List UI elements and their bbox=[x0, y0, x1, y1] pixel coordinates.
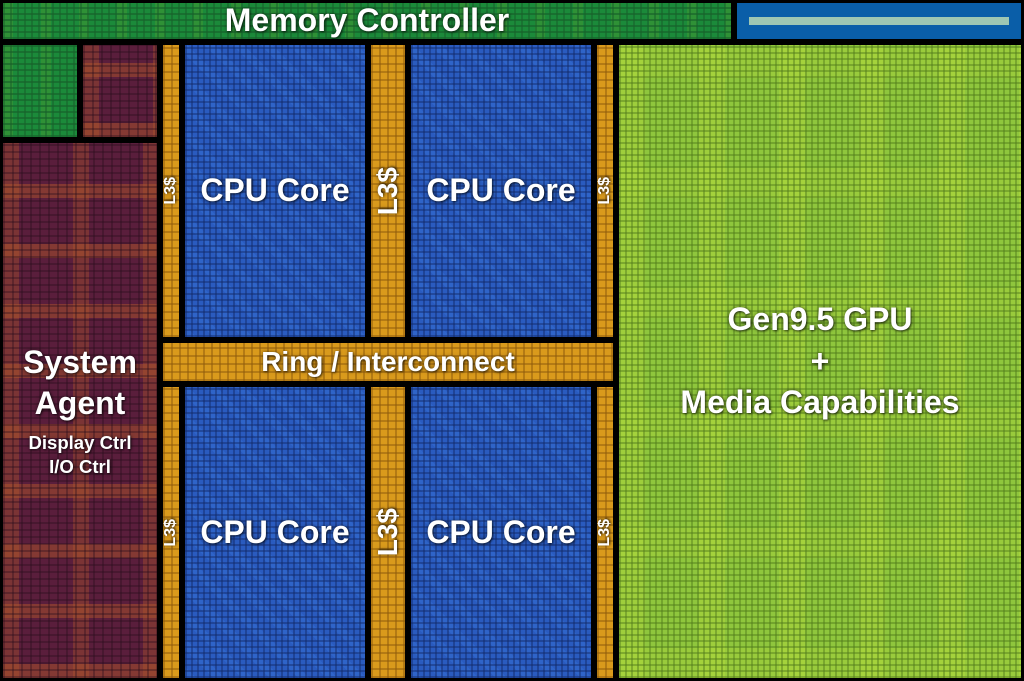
memory-controller-block: Memory Controller bbox=[0, 0, 734, 42]
l3-cache-left-top: L3$ bbox=[160, 42, 182, 340]
l3-cache-right-bot: L3$ bbox=[594, 384, 616, 681]
cpu-core-top-left: CPU Core bbox=[182, 42, 368, 340]
l3-cache-label: L3$ bbox=[595, 519, 616, 547]
system-agent-label: System Agent Display CtrlI/O Ctrl bbox=[3, 342, 157, 479]
l3-cache-label: L3$ bbox=[595, 177, 616, 205]
circuit-texture bbox=[3, 45, 77, 137]
cpu-core-label: CPU Core bbox=[426, 512, 575, 554]
cpu-core-label: CPU Core bbox=[200, 512, 349, 554]
memctrl-extension-block bbox=[0, 42, 80, 140]
system-agent-secondary-label: Display CtrlI/O Ctrl bbox=[3, 431, 157, 479]
cpu-core-bottom-left: CPU Core bbox=[182, 384, 368, 681]
l3-cache-label: L3$ bbox=[370, 167, 406, 215]
l3-cache-mid-bot: L3$ bbox=[368, 384, 408, 681]
ring-interconnect-block: Ring / Interconnect bbox=[160, 340, 616, 384]
gpu-label: Gen9.5 GPU+Media Capabilities bbox=[680, 299, 959, 424]
l3-cache-label: L3$ bbox=[161, 519, 182, 547]
memory-controller-label: Memory Controller bbox=[225, 0, 509, 42]
l3-cache-left-bot: L3$ bbox=[160, 384, 182, 681]
l3-cache-right-top: L3$ bbox=[594, 42, 616, 340]
ring-interconnect-label: Ring / Interconnect bbox=[261, 344, 515, 380]
memory-tile-bar bbox=[749, 17, 1009, 25]
cpu-core-label: CPU Core bbox=[426, 170, 575, 212]
cpu-core-label: CPU Core bbox=[200, 170, 349, 212]
cpu-core-top-right: CPU Core bbox=[408, 42, 594, 340]
cpu-core-bottom-right: CPU Core bbox=[408, 384, 594, 681]
memory-tile-block bbox=[734, 0, 1024, 42]
l3-cache-mid-top: L3$ bbox=[368, 42, 408, 340]
circuit-texture bbox=[83, 45, 157, 137]
l3-cache-label: L3$ bbox=[370, 508, 406, 556]
l3-cache-label: L3$ bbox=[161, 177, 182, 205]
system-agent-top-block bbox=[80, 42, 160, 140]
gpu-block: Gen9.5 GPU+Media Capabilities bbox=[616, 42, 1024, 681]
chip-die-diagram: Memory Controller System Agent Display C… bbox=[0, 0, 1024, 681]
system-agent-block: System Agent Display CtrlI/O Ctrl bbox=[0, 140, 160, 681]
